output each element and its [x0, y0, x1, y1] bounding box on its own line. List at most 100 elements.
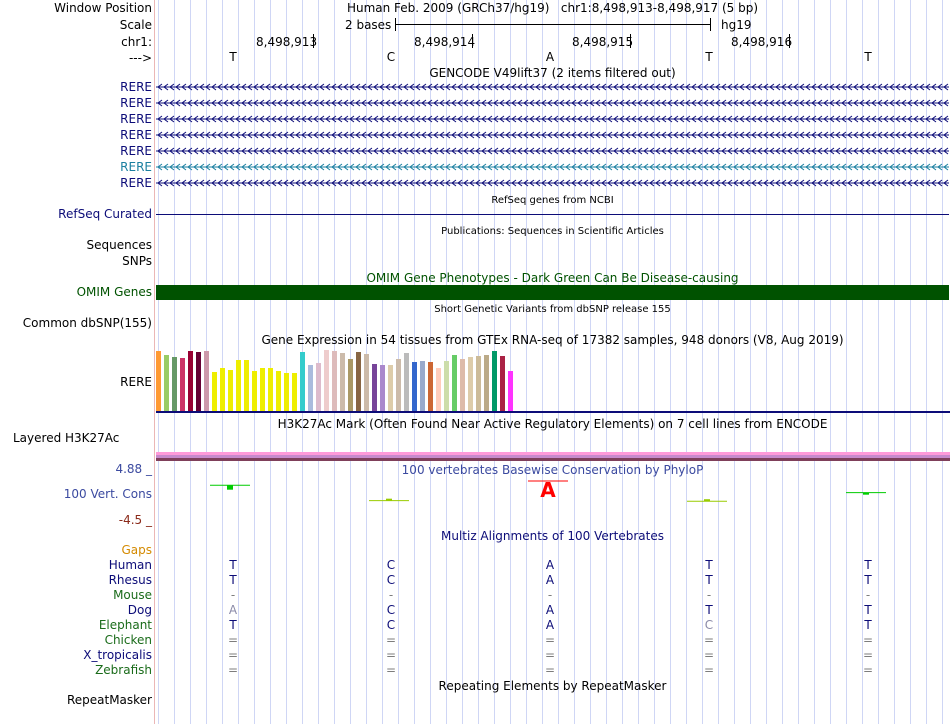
grid-line	[542, 0, 543, 724]
alignment-base: C	[386, 558, 396, 572]
gtex-tissue-bar[interactable]	[388, 365, 393, 411]
conservation-track-label[interactable]: 100 Vert. Cons	[63, 487, 152, 501]
gtex-tissue-bar[interactable]	[316, 363, 321, 411]
gtex-tissue-bar[interactable]	[452, 355, 457, 411]
gtex-tissue-bar[interactable]	[436, 368, 441, 411]
gtex-tissue-bar[interactable]	[348, 359, 353, 411]
gtex-tissue-bar[interactable]	[476, 356, 481, 411]
gtex-chart[interactable]	[156, 350, 950, 411]
conservation-mark[interactable]	[369, 498, 409, 502]
species-label[interactable]: Dog	[127, 603, 152, 617]
species-label[interactable]: X_tropicalis	[83, 648, 152, 662]
gencode-transcript-label[interactable]: RERE	[120, 96, 152, 110]
gencode-transcript[interactable]	[156, 98, 949, 108]
gencode-transcript[interactable]	[156, 114, 949, 124]
gtex-track-label[interactable]: RERE	[120, 375, 152, 389]
gtex-tissue-bar[interactable]	[372, 364, 377, 411]
dbsnp-track-label[interactable]: Common dbSNP(155)	[22, 316, 152, 330]
gtex-tissue-bar[interactable]	[364, 354, 369, 411]
sequences-track-label[interactable]: Sequences	[86, 238, 152, 252]
gtex-tissue-bar[interactable]	[420, 361, 425, 411]
gencode-transcript[interactable]	[156, 178, 949, 188]
gtex-tissue-bar[interactable]	[156, 351, 161, 411]
gencode-transcript[interactable]	[156, 82, 949, 92]
gtex-tissue-bar[interactable]	[164, 355, 169, 411]
gtex-tissue-bar[interactable]	[460, 359, 465, 411]
gtex-tissue-bar[interactable]	[492, 351, 497, 411]
gtex-tissue-bar[interactable]	[204, 351, 209, 411]
gtex-tissue-bar[interactable]	[428, 362, 433, 411]
refseq-gene-line[interactable]	[156, 214, 949, 215]
grid-line	[894, 0, 895, 724]
gencode-transcript[interactable]	[156, 130, 949, 140]
gtex-tissue-bar[interactable]	[188, 351, 193, 411]
gtex-tissue-bar[interactable]	[444, 361, 449, 411]
conservation-mark[interactable]	[687, 499, 727, 502]
gtex-tissue-bar[interactable]	[244, 360, 249, 411]
gtex-tissue-bar[interactable]	[396, 359, 401, 411]
gtex-tissue-bar[interactable]	[180, 358, 185, 411]
gtex-tissue-bar[interactable]	[284, 373, 289, 411]
gtex-tissue-bar[interactable]	[300, 352, 305, 411]
gencode-transcript-label[interactable]: RERE	[120, 112, 152, 126]
gtex-tissue-bar[interactable]	[276, 371, 281, 411]
species-label[interactable]: Elephant	[98, 618, 152, 632]
alignment-base: C	[386, 603, 396, 617]
repeatmasker-track-label[interactable]: RepeatMasker	[66, 693, 152, 707]
species-label[interactable]: Zebrafish	[95, 663, 152, 677]
h3k27ac-signal[interactable]	[156, 452, 950, 461]
gencode-transcript-label[interactable]: RERE	[120, 160, 152, 174]
species-label[interactable]: Chicken	[104, 633, 152, 647]
h3k27ac-track-label[interactable]: Layered H3K27Ac	[13, 431, 120, 445]
grid-line	[782, 0, 783, 724]
gencode-transcript[interactable]	[156, 146, 949, 156]
species-label[interactable]: Mouse	[113, 588, 152, 602]
gtex-tissue-bar[interactable]	[252, 371, 257, 411]
conservation-mark[interactable]	[846, 492, 886, 495]
species-label[interactable]: Human	[108, 558, 152, 572]
conservation-plot[interactable]: A	[155, 470, 950, 525]
gtex-tissue-bar[interactable]	[212, 372, 217, 411]
gtex-tissue-bar[interactable]	[220, 368, 225, 411]
gtex-tissue-bar[interactable]	[172, 357, 177, 411]
grid-line	[830, 0, 831, 724]
omim-track-label[interactable]: OMIM Genes	[76, 285, 152, 299]
conservation-mark[interactable]: A	[528, 478, 568, 502]
grid-line	[318, 0, 319, 724]
gtex-tissue-bar[interactable]	[500, 356, 505, 411]
alignment-base: =	[544, 648, 556, 662]
gencode-transcript[interactable]	[156, 162, 949, 172]
gtex-tissue-bar[interactable]	[324, 350, 329, 411]
gtex-tissue-bar[interactable]	[340, 353, 345, 411]
gtex-tissue-bar[interactable]	[484, 355, 489, 411]
alignment-base: =	[227, 633, 239, 647]
omim-gene-bar[interactable]	[156, 285, 949, 300]
gencode-transcript-label[interactable]: RERE	[120, 80, 152, 94]
conservation-mark[interactable]	[210, 484, 250, 490]
gtex-tissue-bar[interactable]	[332, 351, 337, 411]
gtex-tissue-bar[interactable]	[228, 370, 233, 411]
species-label[interactable]: Rhesus	[108, 573, 152, 587]
alignment-base: T	[864, 603, 872, 617]
gtex-tissue-bar[interactable]	[236, 360, 241, 411]
omim-track-title: OMIM Gene Phenotypes - Dark Green Can Be…	[366, 271, 739, 285]
refseq-track-label[interactable]: RefSeq Curated	[58, 207, 152, 221]
gtex-tissue-bar[interactable]	[268, 368, 273, 411]
grid-line	[526, 0, 527, 724]
gencode-transcript-label[interactable]: RERE	[120, 144, 152, 158]
gencode-transcript-label[interactable]: RERE	[120, 128, 152, 142]
gtex-tissue-bar[interactable]	[380, 365, 385, 411]
gtex-tissue-bar[interactable]	[292, 373, 297, 411]
gtex-tissue-bar[interactable]	[404, 353, 409, 411]
gtex-tissue-bar[interactable]	[468, 357, 473, 411]
gtex-tissue-bar[interactable]	[196, 352, 201, 411]
gtex-tissue-bar[interactable]	[412, 362, 417, 411]
gtex-tissue-bar[interactable]	[308, 365, 313, 411]
gtex-tissue-bar[interactable]	[260, 368, 265, 411]
snps-track-label[interactable]: SNPs	[122, 254, 152, 268]
multiz-track-title: Multiz Alignments of 100 Vertebrates	[440, 529, 665, 543]
gencode-transcript-label[interactable]: RERE	[120, 176, 152, 190]
gtex-tissue-bar[interactable]	[508, 371, 513, 411]
gtex-tissue-bar[interactable]	[356, 352, 361, 411]
